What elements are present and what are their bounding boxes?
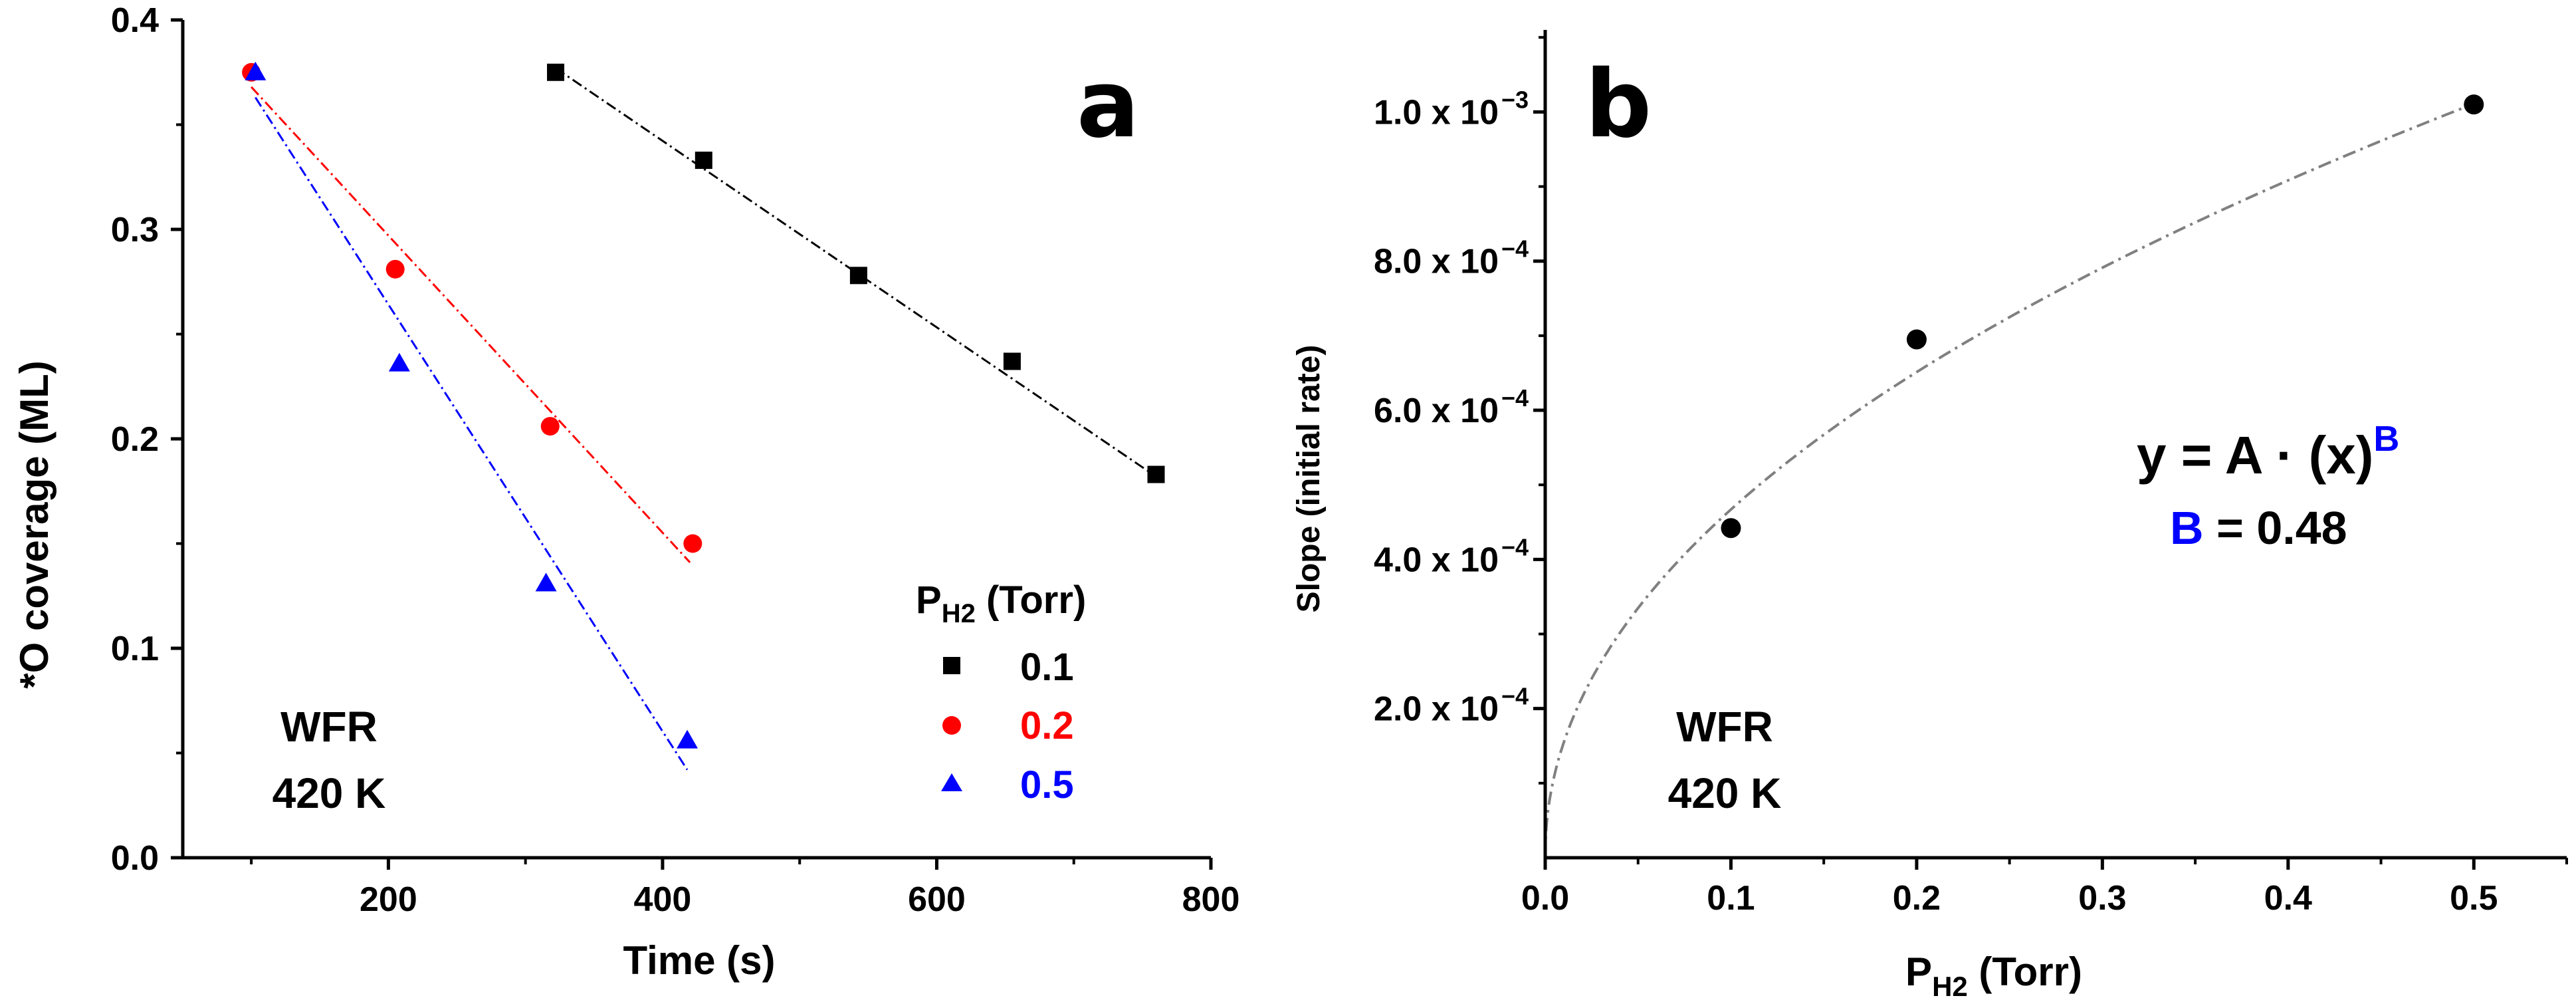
b-x-axis-title: PH2 (Torr) [1905,949,2082,1002]
a-y-ticks: 0.0 0.1 0.2 0.3 0.4 [111,1,183,878]
a-annotation-label: WFR [280,703,377,751]
a-point-0.5 [245,61,267,80]
a-point-0.5 [535,572,557,592]
b-panel-letter: b [1585,51,1652,159]
a-point-0.2 [385,259,405,279]
a-legend-title-sub: H2 [942,599,976,628]
b-fit-equation-exponent: B [2373,419,2399,459]
a-legend-marker-0.2 [942,716,961,735]
b-x-tick-label: 0.2 [1893,879,1941,918]
a-x-tick-label: 200 [360,880,417,919]
b-power-fit-curve [1544,102,2475,858]
b-y-tick-exponent: −4 [1501,384,1529,412]
a-panel-letter: a [1077,51,1139,159]
b-x-tick-label: 0.1 [1707,879,1755,918]
a-point-0.5 [388,352,410,372]
b-annotation-temp: 420 K [1668,769,1782,817]
b-y-tick-label: 6.0 x 10 [1374,392,1499,430]
b-x-ticks: 0.0 0.1 0.2 0.3 0.4 0.5 [1521,858,2568,918]
b-point [1906,329,1927,350]
panel-b: 0.0 0.1 0.2 0.3 0.4 0.5 2.0 x 10 −44.0 x 10 −46… [1291,30,2568,1002]
a-legend-label-0.2: 0.2 [1020,704,1074,747]
a-legend-marker-0.1 [943,657,960,674]
a-point-0.1 [1003,352,1021,370]
b-y-tick-label: 8.0 x 10 [1374,243,1499,281]
b-fit-equation-main: y = A · (x) [2137,426,2373,485]
a-legend: PH2 (Torr) 0.1 0.2 0.5 [916,578,1086,807]
b-exponent-label: B [2170,502,2204,554]
a-fit-line-0.2 [251,86,691,563]
b-y-tick-label: 2.0 x 10 [1374,690,1499,729]
b-y-tick-label: 4.0 x 10 [1374,541,1499,579]
a-y-tick-label: 0.4 [111,1,159,40]
a-legend-label-0.5: 0.5 [1020,763,1074,807]
b-exponent-value: B = 0.48 [2170,502,2347,554]
a-x-tick-label: 400 [634,880,692,919]
a-y-tick-label: 0.2 [111,420,159,459]
b-y-tick-exponent: −4 [1501,683,1529,710]
a-point-0.1 [695,152,712,170]
a-x-tick-label: 800 [1182,880,1240,919]
a-point-0.1 [547,63,565,81]
a-fit-lines [251,67,1157,771]
a-data-points [242,61,1165,749]
a-point-0.2 [683,534,702,553]
a-legend-label-0.1: 0.1 [1020,646,1074,689]
b-data-points [1721,94,2484,539]
b-point [2464,94,2484,115]
b-x-axis-title-sub: H2 [1932,971,1968,1002]
a-y-tick-label: 0.0 [111,839,159,878]
b-x-tick-label: 0.5 [2450,879,2498,918]
b-x-tick-label: 0.4 [2264,879,2312,918]
a-legend-title: PH2 (Torr) [916,578,1086,628]
a-legend-marker-0.5 [941,773,962,791]
a-legend-title-unit: (Torr) [976,578,1086,622]
a-x-tick-label: 600 [908,880,966,919]
a-y-tick-label: 0.3 [111,211,159,249]
a-y-axis-title: *O coverage (ML) [12,360,56,688]
b-y-ticks: 2.0 x 10 −44.0 x 10 −46.0 x 10 −48.0 x 10 −4… [1374,36,1545,785]
b-y-tick-exponent: −3 [1501,86,1529,113]
b-x-axis-title-main: P [1905,949,1932,994]
b-y-tick-label: 1.0 x 10 [1374,93,1499,132]
b-x-axis-title-unit: (Torr) [1968,949,2082,994]
b-y-tick-exponent: −4 [1501,235,1529,263]
b-fit-equation: y = A · (x)B [2137,419,2399,485]
b-x-tick-label: 0.3 [2078,879,2126,918]
b-exponent-number: = 0.48 [2204,502,2347,554]
b-point [1721,518,1741,539]
b-x-tick-label: 0.0 [1521,879,1569,918]
a-legend-title-main: P [916,578,942,622]
a-fit-line-0.5 [255,96,689,771]
b-annotation-label: WFR [1676,703,1773,751]
a-y-tick-label: 0.1 [111,630,159,668]
a-fit-line-0.1 [555,67,1157,477]
a-point-0.1 [849,267,867,285]
a-x-ticks: 200 400 600 800 [250,858,1240,919]
a-x-axis-title: Time (s) [623,938,776,983]
a-point-0.1 [1147,465,1165,483]
b-y-axis-title: Slope (initial rate) [1291,345,1327,613]
panel-a: 200 400 600 800 0.0 0.1 0.2 0.3 0.4 Time (s) *O… [12,1,1239,983]
b-y-tick-exponent: −4 [1501,533,1529,561]
a-point-0.5 [677,729,698,749]
a-point-0.2 [540,417,560,436]
a-annotation-temp: 420 K [272,769,386,817]
